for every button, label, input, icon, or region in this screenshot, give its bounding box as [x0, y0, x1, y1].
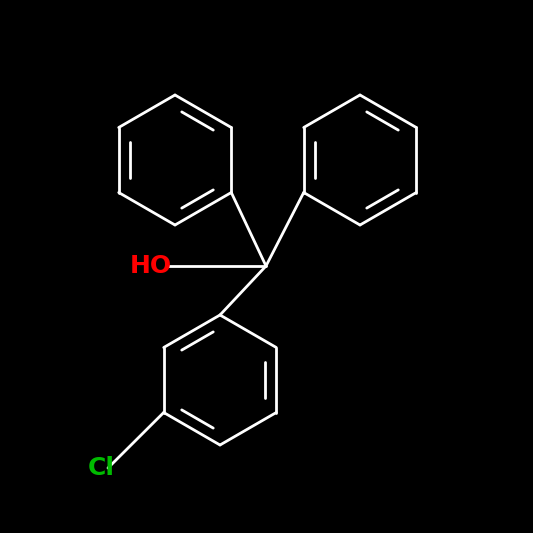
Text: HO: HO [130, 254, 172, 278]
Text: Cl: Cl [88, 456, 115, 480]
